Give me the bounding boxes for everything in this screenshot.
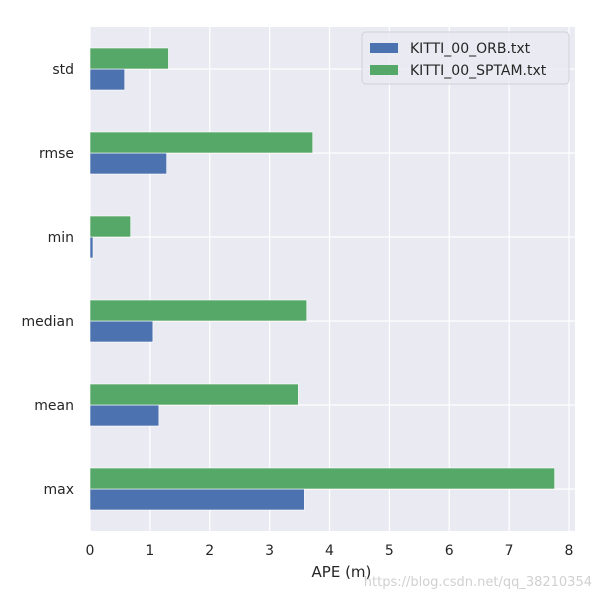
y-tick-label-median: median: [22, 314, 74, 330]
y-tick-label-std: std: [52, 62, 74, 78]
legend-swatch-1: [370, 65, 398, 75]
bar-std-orb: [89, 68, 126, 91]
watermark-text: https://blog.csdn.net/qq_38210354: [363, 575, 592, 590]
bar-min-sptam: [89, 215, 132, 238]
bar-median-sptam: [89, 299, 308, 322]
bar-std-sptam: [89, 47, 169, 70]
y-tick-label-rmse: rmse: [39, 146, 74, 162]
x-tick-label: 1: [145, 543, 154, 559]
bar-mean-sptam: [89, 383, 299, 406]
bar-rmse-sptam: [89, 131, 314, 154]
legend-label-0: KITTI_00_ORB.txt: [410, 41, 531, 57]
plot-background: [90, 27, 575, 531]
legend-swatch-0: [370, 43, 398, 53]
y-tick-label-max: max: [43, 482, 74, 498]
bars: [89, 47, 555, 511]
legend: KITTI_00_ORB.txt KITTI_00_SPTAM.txt: [361, 31, 570, 85]
y-tick-labels: max mean median min rmse std: [22, 62, 74, 498]
x-tick-label: 5: [385, 543, 394, 559]
bar-max-orb: [89, 488, 305, 511]
legend-label-1: KITTI_00_SPTAM.txt: [410, 63, 547, 79]
bar-median-orb: [89, 320, 154, 343]
legend-box: [361, 31, 570, 85]
bar-min-orb: [89, 236, 94, 259]
y-tick-label-mean: mean: [34, 398, 74, 414]
bar-rmse-orb: [89, 152, 167, 175]
x-tick-label: 0: [86, 543, 95, 559]
x-tick-label: 2: [205, 543, 214, 559]
x-tick-label: 4: [325, 543, 334, 559]
x-tick-labels: 0 1 2 3 4 5 6 7 8: [86, 543, 574, 559]
x-tick-label: 8: [565, 543, 574, 559]
x-tick-label: 7: [505, 543, 514, 559]
x-axis-label: APE (m): [312, 563, 372, 581]
bar-mean-orb: [89, 404, 160, 427]
x-tick-label: 6: [445, 543, 454, 559]
y-tick-label-min: min: [48, 230, 74, 246]
bar-max-sptam: [89, 467, 555, 490]
x-tick-label: 3: [265, 543, 274, 559]
